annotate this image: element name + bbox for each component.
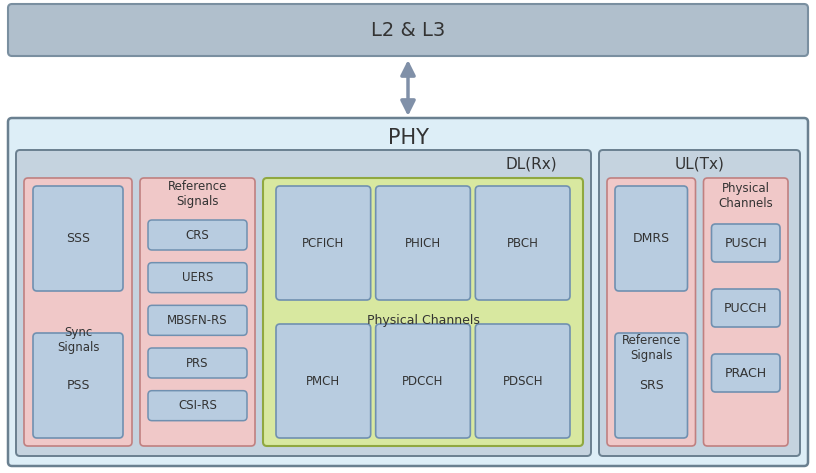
Text: Physical
Channels: Physical Channels xyxy=(718,182,773,210)
Text: PCFICH: PCFICH xyxy=(302,236,344,249)
FancyBboxPatch shape xyxy=(276,324,370,438)
Text: Reference
Signals: Reference Signals xyxy=(622,333,681,361)
Text: Sync
Signals: Sync Signals xyxy=(57,325,100,353)
Text: PSS: PSS xyxy=(66,379,90,392)
FancyBboxPatch shape xyxy=(8,118,808,466)
FancyBboxPatch shape xyxy=(599,150,800,456)
FancyBboxPatch shape xyxy=(148,263,247,293)
FancyBboxPatch shape xyxy=(712,224,780,262)
FancyBboxPatch shape xyxy=(33,333,123,438)
FancyBboxPatch shape xyxy=(263,178,583,446)
Text: CRS: CRS xyxy=(185,228,210,242)
FancyBboxPatch shape xyxy=(615,333,688,438)
Text: PDSCH: PDSCH xyxy=(503,375,543,387)
Text: PUCCH: PUCCH xyxy=(724,301,768,315)
FancyBboxPatch shape xyxy=(148,391,247,420)
FancyBboxPatch shape xyxy=(476,324,570,438)
Text: SSS: SSS xyxy=(66,232,90,245)
FancyBboxPatch shape xyxy=(148,306,247,335)
Text: UERS: UERS xyxy=(182,271,213,284)
FancyBboxPatch shape xyxy=(8,4,808,56)
FancyBboxPatch shape xyxy=(712,354,780,392)
Text: PRS: PRS xyxy=(186,357,209,369)
FancyBboxPatch shape xyxy=(703,178,788,446)
FancyBboxPatch shape xyxy=(607,178,695,446)
Text: MBSFN-RS: MBSFN-RS xyxy=(167,314,228,327)
Text: Reference
Signals: Reference Signals xyxy=(168,180,227,208)
FancyBboxPatch shape xyxy=(375,324,470,438)
Text: UL(Tx): UL(Tx) xyxy=(675,157,725,172)
Text: L2 & L3: L2 & L3 xyxy=(371,20,445,40)
Text: Physical Channels: Physical Channels xyxy=(366,314,480,326)
FancyBboxPatch shape xyxy=(712,289,780,327)
Text: PHY: PHY xyxy=(388,128,428,148)
FancyBboxPatch shape xyxy=(148,220,247,250)
FancyBboxPatch shape xyxy=(140,178,255,446)
Text: PHICH: PHICH xyxy=(405,236,441,249)
Text: CSI-RS: CSI-RS xyxy=(178,399,217,412)
FancyBboxPatch shape xyxy=(476,186,570,300)
FancyBboxPatch shape xyxy=(276,186,370,300)
Text: SRS: SRS xyxy=(639,379,663,392)
Text: PBCH: PBCH xyxy=(507,236,539,249)
Text: DMRS: DMRS xyxy=(632,232,670,245)
Text: PUSCH: PUSCH xyxy=(725,236,767,249)
FancyBboxPatch shape xyxy=(375,186,470,300)
Text: PRACH: PRACH xyxy=(725,367,767,379)
FancyBboxPatch shape xyxy=(33,186,123,291)
Text: DL(Rx): DL(Rx) xyxy=(505,157,557,172)
Text: PMCH: PMCH xyxy=(306,375,340,387)
FancyBboxPatch shape xyxy=(148,348,247,378)
FancyBboxPatch shape xyxy=(16,150,591,456)
Text: PDCCH: PDCCH xyxy=(402,375,444,387)
FancyBboxPatch shape xyxy=(615,186,688,291)
FancyBboxPatch shape xyxy=(24,178,132,446)
